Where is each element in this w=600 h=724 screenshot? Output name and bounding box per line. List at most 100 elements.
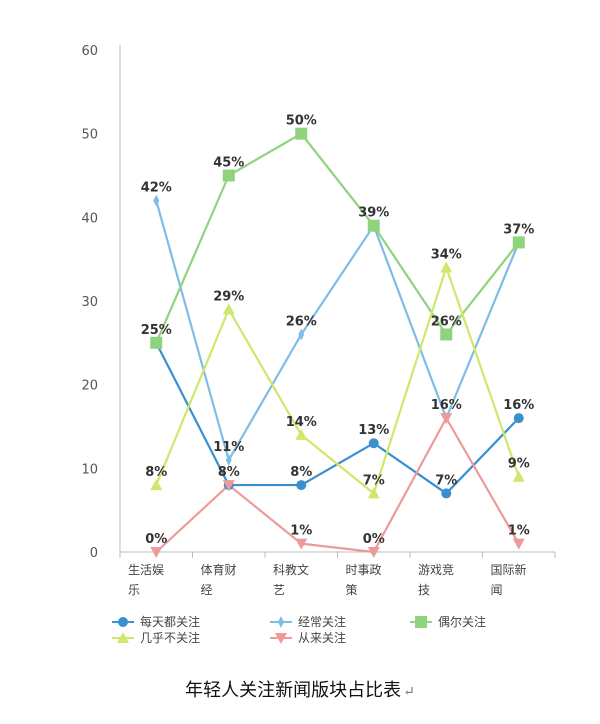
data-point-marker [150,479,163,491]
data-point-marker [295,538,308,550]
data-label: 8% [218,465,240,480]
x-category-label: 生活娱 [128,563,164,577]
data-point-marker [225,453,232,466]
caption-text: 年轻人关注新闻版块占比表 [185,680,402,701]
data-label: 1% [290,524,312,539]
data-point-marker [512,236,525,249]
data-point-marker [440,413,453,425]
data-label: 7% [363,473,385,488]
x-category-label: 游戏竞 [418,563,454,577]
series-line [155,266,520,495]
data-point-marker [368,438,379,449]
legend-item: 几乎不关注 [112,630,200,645]
data-point-marker [440,261,453,273]
x-category-label: 艺 [273,583,285,597]
data-label: 34% [431,248,462,263]
data-point-marker [222,480,235,492]
data-label: 7% [435,473,457,488]
y-axis-ticks: 0 10 20 30 40 50 60 [81,44,98,561]
y-tick-label: 0 [90,546,98,561]
data-point-marker [441,488,452,499]
data-label: 39% [358,206,389,221]
data-label: 11% [213,440,244,455]
x-category-label: 闻 [491,583,503,597]
data-point-marker [296,480,307,491]
data-label: 29% [213,289,244,304]
data-label: 14% [286,415,317,430]
x-category-label: 国际新 [491,562,527,577]
data-point-marker [512,470,525,482]
axes [119,45,556,558]
series-line [155,342,520,495]
data-point-marker [153,194,160,207]
data-point-marker [512,538,525,550]
data-point-marker [222,169,235,182]
legend-item: 经常关注 [270,614,346,629]
data-label: 16% [431,398,462,413]
data-label: 16% [503,398,534,413]
data-point-marker [367,487,380,499]
x-category-label: 时事政 [346,563,382,577]
data-label: 8% [290,465,312,480]
legend-item: 从来关注 [270,630,346,645]
data-label: 9% [508,457,530,472]
data-labels: 8% 13% 7% 16% 42% 11% 26% 39% 25% 45% 50% 26% 37% 8% 2… [141,114,535,547]
data-label: 0% [363,532,385,547]
data-point-marker [415,616,427,628]
chart-caption: 年轻人关注新闻版块占比表 ↵ [0,676,600,702]
y-tick-label: 40 [81,211,98,226]
y-tick-label: 20 [81,379,98,394]
series-line [155,132,520,344]
data-point-marker [275,633,287,644]
data-label: 26% [431,314,462,329]
legend-item: 偶尔关注 [410,614,486,629]
data-label: 45% [213,156,244,171]
series-lines [155,132,520,554]
series-line [155,200,520,462]
legend-label: 几乎不关注 [140,630,200,645]
data-label: 1% [508,524,530,539]
data-point-marker [367,219,380,232]
y-tick-label: 50 [81,128,98,143]
data-point-marker [367,547,380,558]
series-markers [150,127,525,558]
legend-label: 偶尔关注 [438,614,486,629]
data-point-marker [295,127,308,140]
data-point-marker [150,547,163,558]
y-tick-label: 30 [81,295,98,310]
data-point-marker [298,328,305,341]
data-point-marker [440,328,453,341]
data-label: 0% [145,532,167,547]
x-category-label: 科教文 [273,562,309,577]
legend-item: 每天都关注 [112,614,200,629]
data-label: 50% [286,114,317,129]
data-label: 26% [286,314,317,329]
data-point-marker [295,428,308,440]
x-category-label: 乐 [128,583,140,597]
legend-label: 从来关注 [298,630,346,645]
x-category-label: 技 [418,583,430,597]
legend-label: 经常关注 [298,614,346,629]
data-point-marker [118,617,128,627]
x-category-label: 策 [346,583,358,597]
y-tick-label: 10 [81,462,98,477]
data-label: 8% [145,465,167,480]
x-category-label: 体育财 [201,562,237,577]
x-category-label: 经 [201,583,213,597]
data-label: 13% [358,423,389,438]
series-line [155,417,520,554]
data-label: 25% [141,323,172,338]
y-tick-label: 60 [81,44,98,59]
data-label: 42% [141,181,172,196]
data-point-marker [117,632,129,643]
data-point-marker [513,413,524,424]
paragraph-mark-icon: ↵ [403,684,415,700]
legend-label: 每天都关注 [140,614,200,629]
data-label: 37% [503,222,534,237]
data-point-marker [222,303,235,315]
data-point-marker [278,616,284,628]
